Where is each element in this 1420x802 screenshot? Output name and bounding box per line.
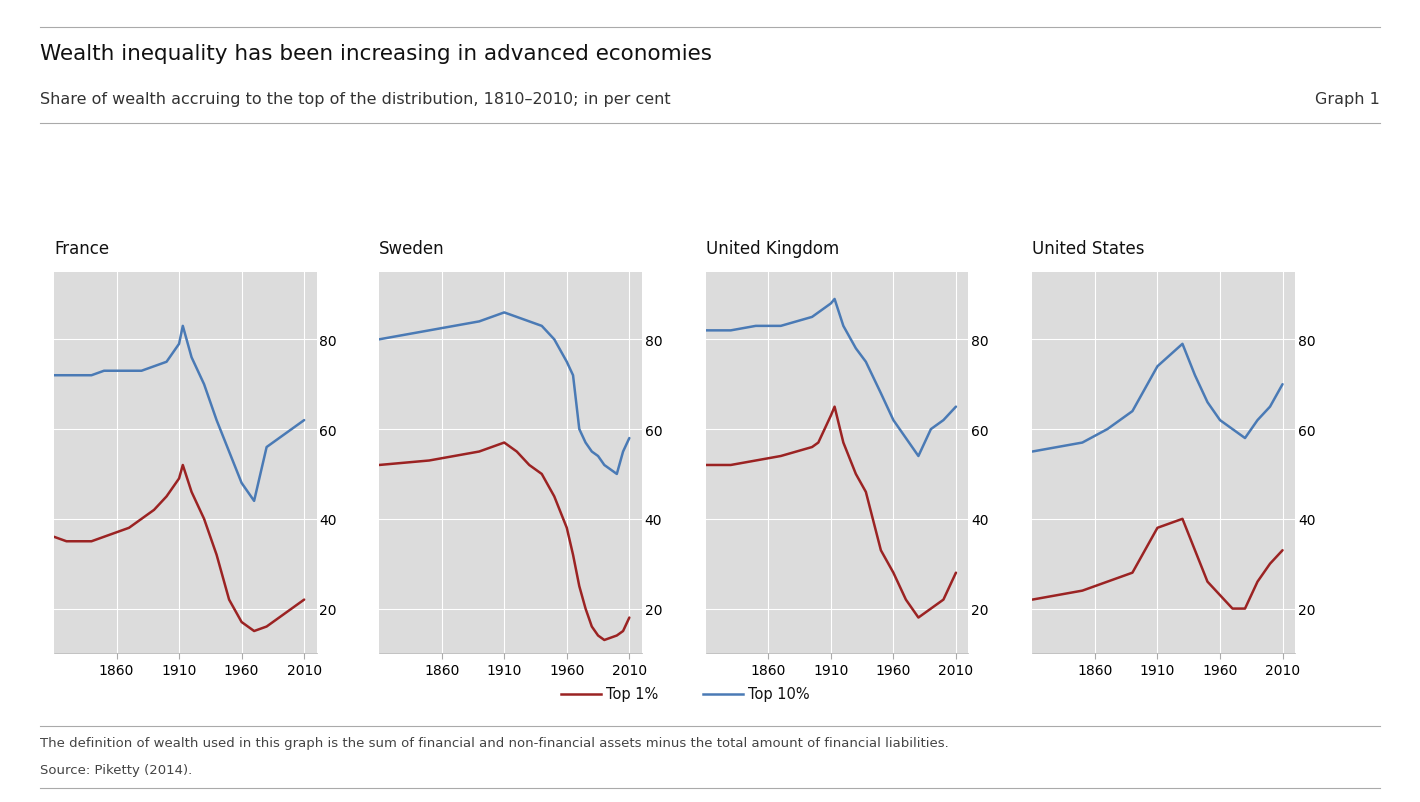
Text: Top 1%: Top 1%: [606, 687, 659, 701]
Text: Source: Piketty (2014).: Source: Piketty (2014).: [40, 764, 192, 776]
Text: France: France: [54, 240, 109, 257]
Text: Top 10%: Top 10%: [748, 687, 809, 701]
Text: United States: United States: [1032, 240, 1145, 257]
Text: The definition of wealth used in this graph is the sum of financial and non-fina: The definition of wealth used in this gr…: [40, 736, 949, 749]
Text: United Kingdom: United Kingdom: [706, 240, 839, 257]
Text: Sweden: Sweden: [379, 240, 444, 257]
Text: Wealth inequality has been increasing in advanced economies: Wealth inequality has been increasing in…: [40, 44, 711, 64]
Text: Share of wealth accruing to the top of the distribution, 1810–2010; in per cent: Share of wealth accruing to the top of t…: [40, 92, 670, 107]
Text: Graph 1: Graph 1: [1315, 92, 1380, 107]
